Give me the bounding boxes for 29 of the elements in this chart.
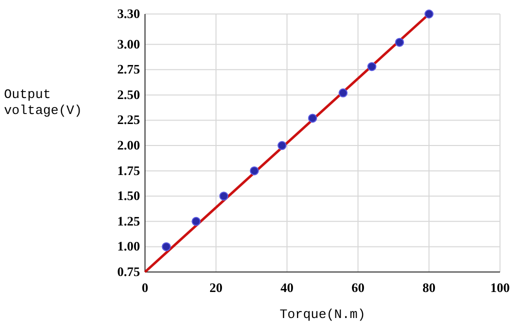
point xyxy=(250,166,259,176)
x-tick-label: 80 xyxy=(422,280,436,295)
point xyxy=(338,88,348,98)
x-tick-label: 20 xyxy=(210,280,222,295)
y-tick-label: 3.30 xyxy=(117,6,140,21)
x-tick-label: 0 xyxy=(142,280,148,295)
y-tick-label: 1.25 xyxy=(117,213,140,228)
point xyxy=(219,192,228,201)
y-tick-label: 2.25 xyxy=(117,112,140,128)
y-axis-title: Output voltage(V) xyxy=(4,87,82,118)
point xyxy=(395,38,404,47)
point xyxy=(367,62,376,72)
x-axis-title: Torque(N.m) xyxy=(280,307,366,322)
y-tick-label: 3.00 xyxy=(117,36,140,52)
point xyxy=(308,114,318,123)
y-tick-label: 2.75 xyxy=(117,62,140,77)
x-tick-label: 100 xyxy=(490,280,510,295)
point xyxy=(162,242,171,252)
y-tick-label: 1.50 xyxy=(117,188,140,204)
point xyxy=(192,216,201,226)
y-tick-label: 0.75 xyxy=(117,264,140,279)
y-tick-label: 2.50 xyxy=(117,86,140,102)
point xyxy=(424,10,434,18)
x-tick-label: 40 xyxy=(280,280,294,295)
x-tick-label: 60 xyxy=(352,280,364,295)
y-tick-label: 1.00 xyxy=(117,238,140,254)
y-tick-label: 2.00 xyxy=(117,138,140,153)
point xyxy=(278,141,287,150)
y-tick-label: 1.75 xyxy=(117,162,140,178)
